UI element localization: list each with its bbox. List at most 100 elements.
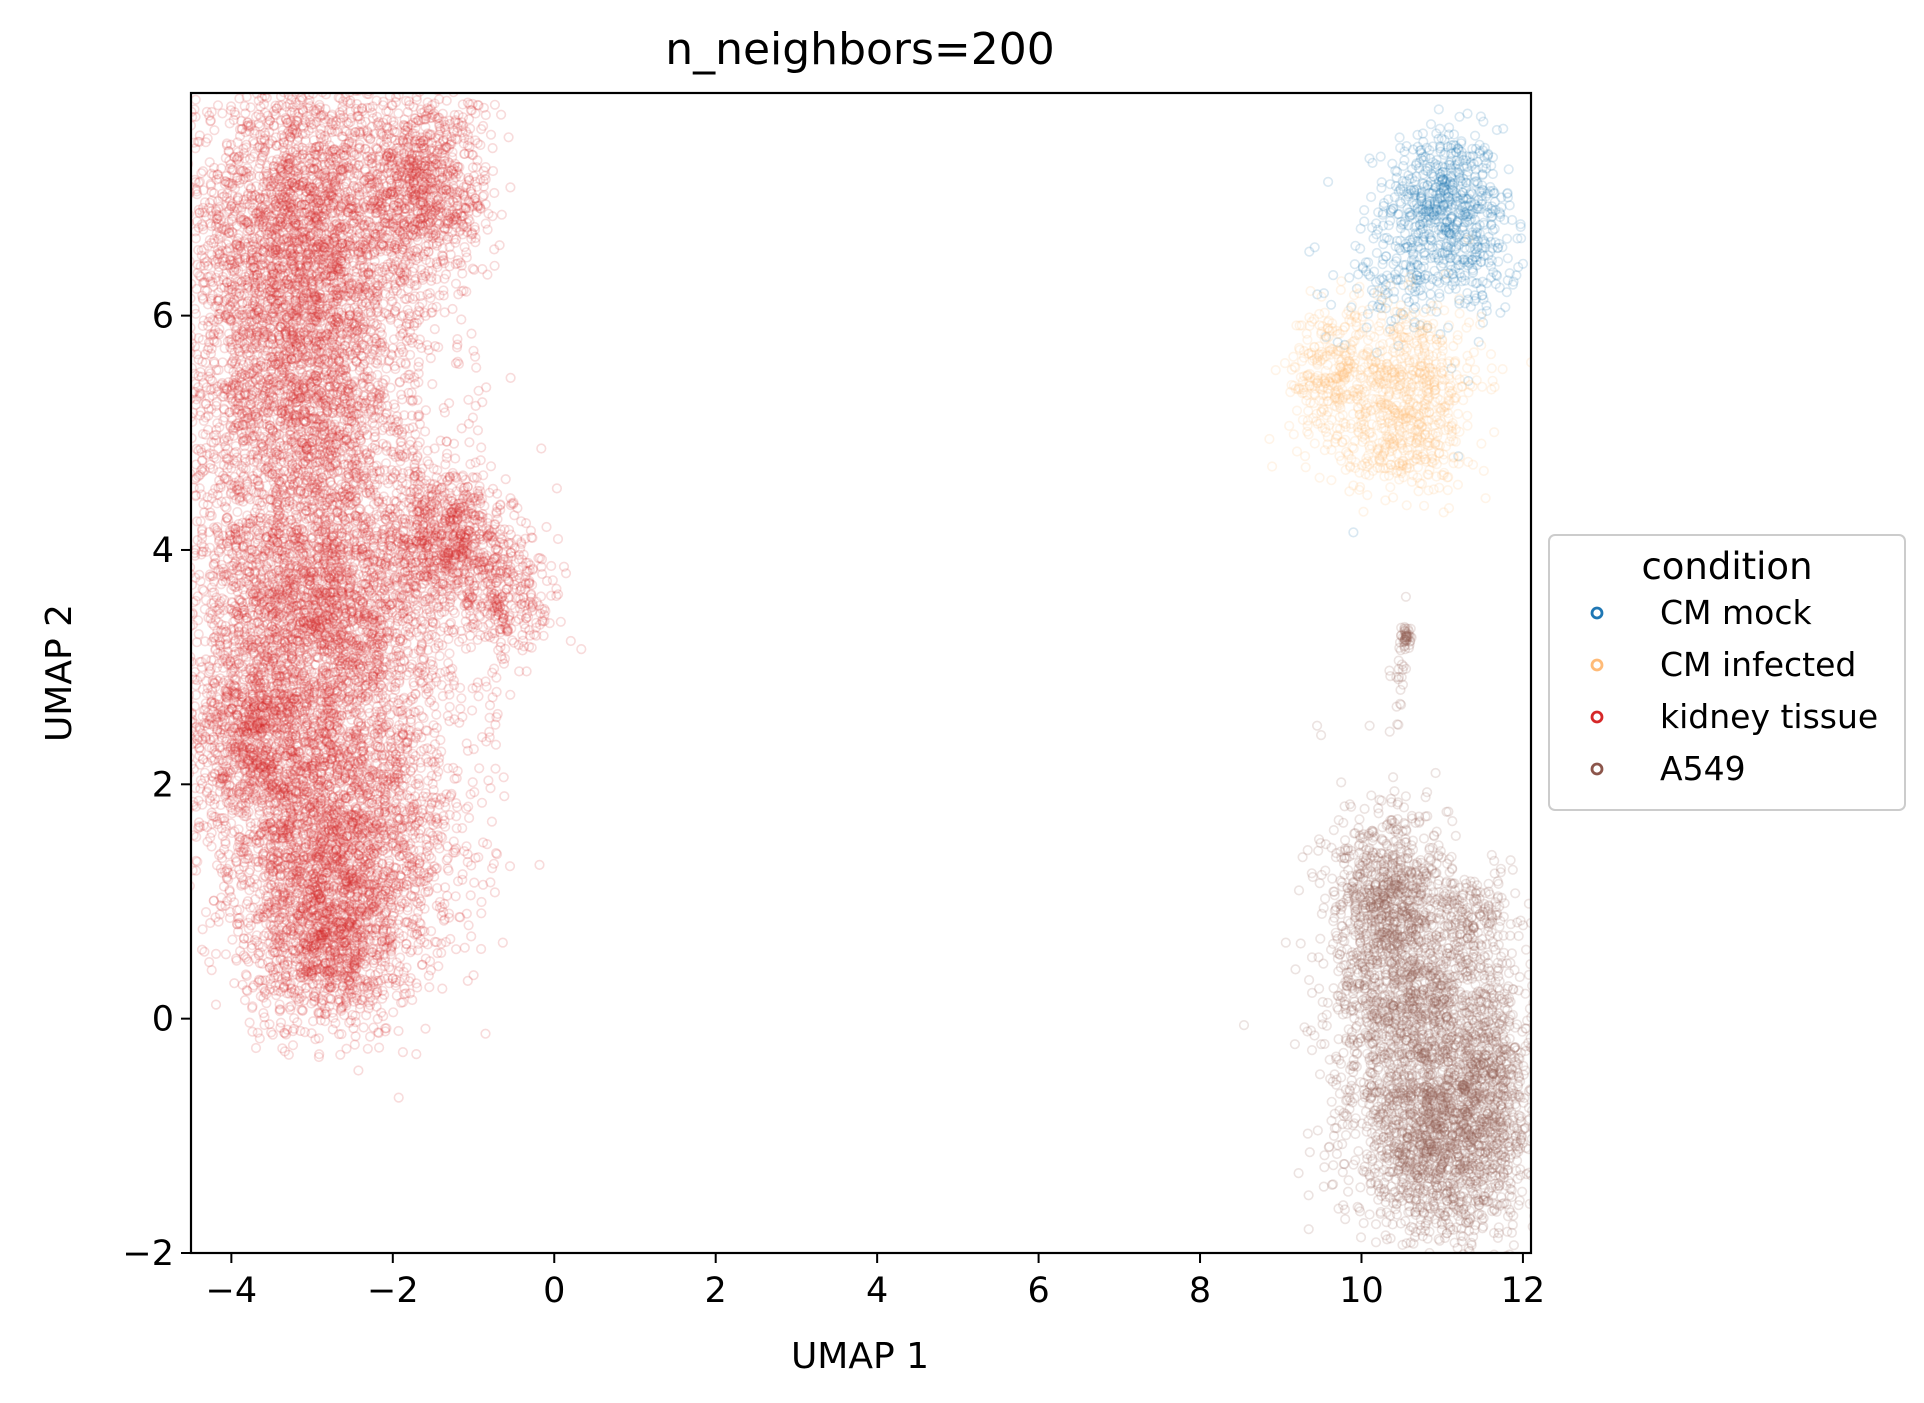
- data-point: [1457, 187, 1468, 198]
- data-point: [1454, 298, 1465, 309]
- data-point: [1453, 207, 1464, 219]
- data-point: [1438, 185, 1450, 196]
- data-point: [1479, 142, 1490, 153]
- data-point: [1435, 187, 1446, 198]
- data-point: [1444, 228, 1456, 239]
- data-point: [1497, 242, 1508, 253]
- data-point: [1433, 133, 1444, 145]
- data-point: [1478, 234, 1489, 245]
- data-point: [1477, 169, 1488, 180]
- data-point: [1463, 193, 1474, 204]
- data-point: [1427, 141, 1438, 152]
- data-point: [1443, 159, 1454, 170]
- data-point: [1440, 225, 1452, 236]
- data-point: [1398, 160, 1409, 172]
- data-point: [1425, 218, 1436, 229]
- data-point: [1451, 232, 1462, 243]
- data-point: [1420, 212, 1431, 223]
- data-point: [1417, 236, 1429, 247]
- data-point: [1446, 193, 1458, 204]
- data-point: [1414, 187, 1426, 198]
- data-point: [1405, 209, 1417, 220]
- data-point: [1429, 199, 1441, 210]
- data-point: [1385, 204, 1396, 215]
- data-point: [1458, 155, 1469, 166]
- data-point: [1504, 268, 1515, 279]
- data-point: [1496, 192, 1507, 203]
- data-point: [1395, 223, 1406, 234]
- data-point: [1461, 211, 1472, 223]
- data-point: [1393, 186, 1404, 197]
- data-point: [1408, 184, 1420, 195]
- data-point: [1462, 108, 1473, 119]
- data-point: [1486, 212, 1497, 223]
- data-point: [1466, 197, 1477, 208]
- data-point: [1435, 180, 1446, 191]
- data-point: [1452, 215, 1464, 226]
- data-point: [1445, 202, 1457, 213]
- data-point: [1418, 169, 1429, 180]
- data-point: [1472, 277, 1483, 289]
- data-point: [1447, 185, 1459, 196]
- data-point: [1468, 234, 1479, 245]
- data-point: [1403, 207, 1414, 218]
- data-point: [1441, 173, 1453, 184]
- data-point: [1445, 163, 1457, 174]
- data-point: [1398, 218, 1409, 230]
- data-point: [1429, 210, 1440, 221]
- data-point: [1409, 222, 1420, 233]
- data-point: [1409, 185, 1420, 196]
- data-point: [1417, 178, 1428, 189]
- data-point: [1515, 233, 1527, 244]
- data-point: [1415, 191, 1426, 202]
- data-point: [1454, 295, 1465, 306]
- data-point: [1430, 217, 1441, 228]
- data-point: [1443, 222, 1454, 233]
- data-point: [1400, 242, 1411, 253]
- data-point: [1452, 217, 1463, 228]
- data-point: [1458, 193, 1469, 204]
- data-point: [1446, 233, 1457, 244]
- data-point: [1470, 223, 1481, 234]
- data-point: [1442, 245, 1453, 256]
- data-point: [1442, 201, 1453, 212]
- data-point: [1504, 200, 1515, 211]
- data-point: [1432, 196, 1443, 207]
- data-point: [1458, 161, 1470, 172]
- data-point: [1430, 161, 1442, 173]
- data-point: [1407, 282, 1418, 294]
- data-point: [1427, 171, 1439, 182]
- data-point: [1417, 207, 1429, 219]
- data-point: [1454, 169, 1465, 180]
- data-point: [1436, 133, 1447, 144]
- data-point: [1471, 222, 1482, 233]
- data-point: [1472, 235, 1484, 246]
- data-point: [1402, 241, 1413, 252]
- data-point: [1377, 209, 1388, 220]
- data-point: [1401, 176, 1412, 187]
- data-point: [1460, 234, 1471, 245]
- data-point: [1392, 274, 1404, 286]
- data-point: [1439, 177, 1451, 188]
- data-point: [1502, 188, 1513, 199]
- data-point: [1403, 191, 1414, 202]
- data-point: [1452, 254, 1463, 266]
- data-point: [1413, 237, 1424, 248]
- data-point: [1427, 242, 1438, 253]
- data-point: [1480, 242, 1491, 253]
- data-point: [1410, 160, 1421, 171]
- data-point: [1414, 219, 1426, 230]
- data-point: [1395, 185, 1406, 196]
- data-point: [1429, 196, 1440, 207]
- data-point: [1429, 252, 1440, 263]
- data-point: [1486, 160, 1497, 171]
- data-point: [1416, 187, 1427, 198]
- data-point: [1404, 235, 1416, 246]
- data-point: [1465, 187, 1477, 198]
- data-point: [1410, 221, 1421, 232]
- data-point: [1428, 171, 1440, 182]
- data-point: [1495, 209, 1506, 220]
- data-point: [1449, 160, 1460, 171]
- data-point: [1445, 211, 1457, 222]
